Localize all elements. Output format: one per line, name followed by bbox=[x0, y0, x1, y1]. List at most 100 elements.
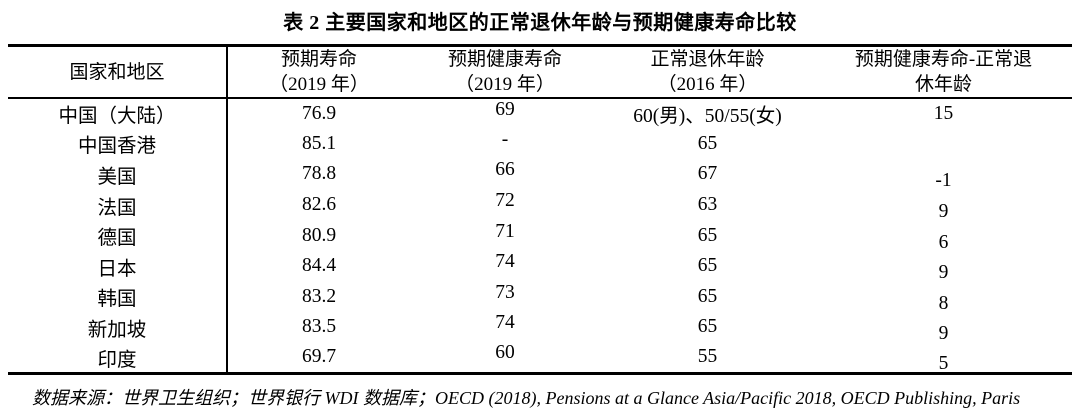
country-cell-value: 德国 bbox=[97, 228, 137, 250]
life-expectancy-cell-value: 83.2 bbox=[301, 285, 337, 307]
healthy-life-expectancy-cell: 66 bbox=[410, 159, 600, 190]
difference-cell: 8 bbox=[815, 282, 1072, 314]
country-cell: 中国（大陆） bbox=[8, 98, 228, 129]
column-header-difference: 预期健康寿命-正常退 休年龄 bbox=[815, 45, 1072, 99]
column-header-life-expectancy: 预期寿命 （2019 年） bbox=[227, 45, 410, 99]
country-cell: 印度 bbox=[8, 342, 228, 374]
country-cell-value: 美国 bbox=[97, 166, 137, 188]
difference-cell: 9 bbox=[815, 190, 1072, 223]
difference-cell-value: 6 bbox=[938, 231, 949, 253]
life-expectancy-cell-value: 83.5 bbox=[301, 316, 337, 338]
healthy-life-expectancy-cell-value: 71 bbox=[495, 220, 515, 242]
retirement-age-cell-value: 67 bbox=[697, 163, 718, 185]
retirement-age-cell: 60(男)、50/55(女) bbox=[600, 98, 815, 129]
retirement-age-cell: 55 bbox=[600, 343, 815, 374]
column-header-life-expectancy-label: 预期寿命 bbox=[280, 49, 357, 70]
difference-cell bbox=[815, 129, 1072, 160]
life-expectancy-cell: 83.2 bbox=[227, 282, 410, 313]
difference-cell-value: -1 bbox=[935, 170, 952, 192]
column-header-country-label: 国家和地区 bbox=[69, 61, 165, 83]
comparison-table: 国家和地区 预期寿命 （2019 年） 预期健康寿命 （2019 年） 正常退休… bbox=[8, 44, 1072, 375]
difference-cell: 6 bbox=[815, 220, 1072, 253]
data-source-note: 数据来源：世界卫生组织；世界银行 WDI 数据库；OECD (2018), Pe… bbox=[32, 388, 1021, 408]
healthy-life-expectancy-cell: 73 bbox=[410, 282, 600, 313]
difference-cell: 5 bbox=[815, 343, 1072, 374]
life-expectancy-cell: 83.5 bbox=[227, 312, 410, 343]
table-row: 法国 82.6 72 63 9 bbox=[8, 189, 1072, 223]
difference-cell: 9 bbox=[815, 251, 1072, 284]
healthy-life-expectancy-cell: 72 bbox=[410, 190, 600, 221]
healthy-life-expectancy-cell-value: 74 bbox=[495, 251, 515, 273]
retirement-age-cell-value: 65 bbox=[697, 316, 718, 338]
healthy-life-expectancy-cell: 74 bbox=[410, 312, 600, 343]
country-cell-value: 中国香港 bbox=[77, 136, 156, 158]
table-row: 印度 69.7 60 55 5 bbox=[8, 342, 1072, 374]
country-cell: 日本 bbox=[8, 250, 228, 282]
column-header-healthy-life-expectancy-label: 预期健康寿命 bbox=[447, 49, 562, 70]
column-header-healthy-life-expectancy-year: （2019 年） bbox=[455, 74, 555, 95]
country-cell: 韩国 bbox=[8, 281, 228, 313]
country-cell: 美国 bbox=[8, 159, 228, 190]
country-cell-value: 韩国 bbox=[97, 289, 137, 311]
healthy-life-expectancy-cell: 71 bbox=[410, 220, 600, 251]
healthy-life-expectancy-cell-value: 73 bbox=[495, 281, 515, 303]
table-row: 德国 80.9 71 65 6 bbox=[8, 220, 1072, 253]
healthy-life-expectancy-cell-value: 72 bbox=[495, 190, 515, 212]
country-cell: 中国香港 bbox=[8, 128, 228, 160]
life-expectancy-cell: 76.9 bbox=[227, 98, 410, 129]
table-header: 国家和地区 预期寿命 （2019 年） 预期健康寿命 （2019 年） 正常退休… bbox=[8, 45, 1072, 99]
life-expectancy-cell-value: 78.8 bbox=[301, 163, 337, 185]
healthy-life-expectancy-cell-value: 66 bbox=[495, 159, 515, 181]
retirement-age-cell: 65 bbox=[600, 282, 815, 313]
life-expectancy-cell-value: 84.4 bbox=[301, 255, 337, 277]
life-expectancy-cell: 84.4 bbox=[227, 251, 410, 282]
retirement-age-cell: 65 bbox=[600, 251, 815, 282]
column-header-healthy-life-expectancy: 预期健康寿命 （2019 年） bbox=[410, 45, 600, 99]
retirement-age-cell: 67 bbox=[600, 159, 815, 190]
life-expectancy-cell-value: 82.6 bbox=[301, 194, 337, 216]
retirement-age-cell-value: 55 bbox=[697, 346, 718, 368]
country-cell: 新加坡 bbox=[8, 312, 228, 343]
table-header-row: 国家和地区 预期寿命 （2019 年） 预期健康寿命 （2019 年） 正常退休… bbox=[8, 45, 1072, 99]
difference-cell-value: 9 bbox=[938, 262, 949, 284]
retirement-age-cell: 65 bbox=[600, 129, 815, 160]
column-header-retirement-age: 正常退休年龄 （2016 年） bbox=[600, 45, 815, 99]
retirement-age-cell-value: 65 bbox=[697, 224, 718, 246]
table-row: 韩国 83.2 73 65 8 bbox=[8, 281, 1072, 314]
life-expectancy-cell-value: 69.7 bbox=[301, 346, 337, 368]
healthy-life-expectancy-cell-value: 69 bbox=[495, 98, 515, 120]
healthy-life-expectancy-cell-value: 74 bbox=[495, 312, 515, 334]
retirement-age-cell-value: 65 bbox=[697, 255, 718, 277]
life-expectancy-cell: 85.1 bbox=[227, 129, 410, 160]
table-body: 中国（大陆） 76.9 69 60(男)、50/55(女) 15 中国香港 85.1-65 美… bbox=[8, 98, 1072, 374]
retirement-age-cell-value: 65 bbox=[697, 285, 718, 307]
table-title: 表 2 主要国家和地区的正常退休年龄与预期健康寿命比较 bbox=[283, 12, 797, 34]
difference-cell-value: 15 bbox=[933, 102, 954, 124]
retirement-age-cell: 63 bbox=[600, 190, 815, 221]
difference-cell-value: 8 bbox=[938, 292, 949, 314]
country-cell-value: 新加坡 bbox=[87, 319, 147, 341]
column-header-difference-label-line1: 预期健康寿命-正常退 bbox=[854, 49, 1033, 70]
retirement-age-cell: 65 bbox=[600, 312, 815, 343]
country-cell-value: 中国（大陆） bbox=[58, 106, 176, 128]
life-expectancy-cell: 82.6 bbox=[227, 190, 410, 221]
life-expectancy-cell-value: 85.1 bbox=[301, 132, 337, 154]
table-row: 新加坡 83.5 74 65 9 bbox=[8, 312, 1072, 344]
life-expectancy-cell: 80.9 bbox=[227, 220, 410, 251]
healthy-life-expectancy-cell: 74 bbox=[410, 251, 600, 282]
healthy-life-expectancy-cell: 60 bbox=[410, 342, 600, 374]
country-cell: 法国 bbox=[8, 189, 228, 221]
country-cell-value: 印度 bbox=[97, 349, 137, 371]
difference-cell-value: 9 bbox=[938, 201, 949, 223]
life-expectancy-cell-value: 80.9 bbox=[301, 224, 337, 246]
healthy-life-expectancy-cell: - bbox=[410, 129, 600, 160]
table-row: 中国（大陆） 76.9 69 60(男)、50/55(女) 15 bbox=[8, 98, 1072, 129]
column-header-country: 国家和地区 bbox=[8, 45, 228, 99]
column-header-retirement-age-year: （2016 年） bbox=[657, 74, 758, 95]
life-expectancy-cell-value: 76.9 bbox=[301, 102, 337, 124]
life-expectancy-cell: 78.8 bbox=[227, 159, 410, 190]
column-header-difference-label-line2: 休年龄 bbox=[914, 74, 972, 95]
life-expectancy-cell: 69.7 bbox=[227, 343, 410, 374]
healthy-life-expectancy-cell-value: 60 bbox=[495, 342, 515, 364]
